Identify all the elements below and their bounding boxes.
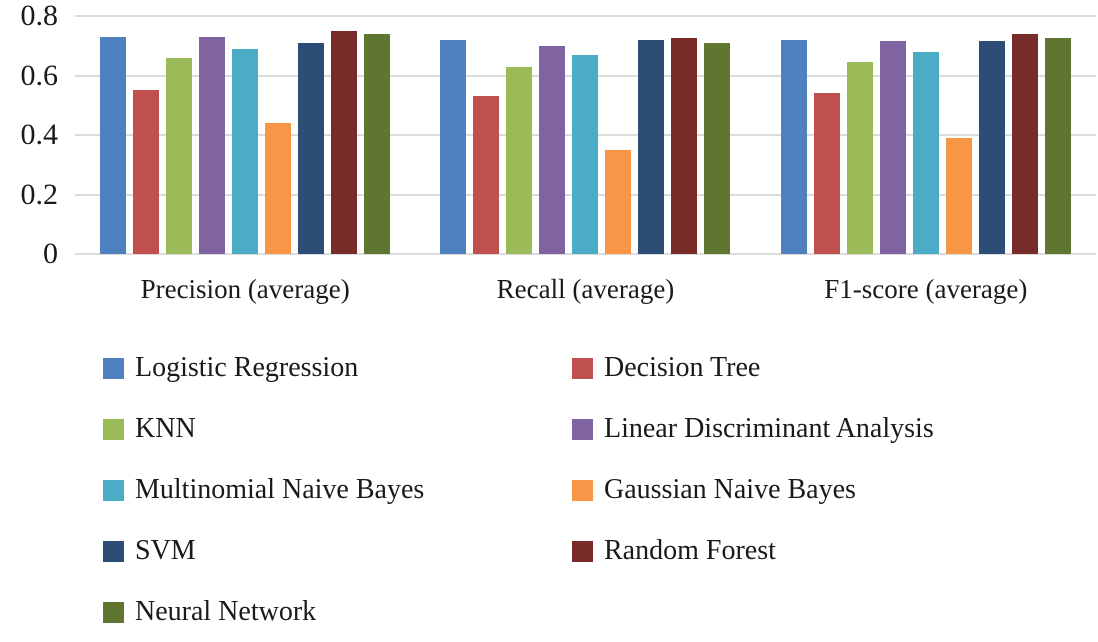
legend-swatch-icon	[572, 358, 593, 379]
legend-item-gaussian-naive-bayes: Gaussian Naive Bayes	[572, 473, 934, 507]
legend-label: Gaussian Naive Bayes	[604, 473, 856, 507]
bar-group-1	[415, 16, 755, 254]
legend-item-knn: KNN	[103, 412, 572, 446]
x-category-label-0: Precision (average)	[75, 266, 415, 312]
legend-label: Decision Tree	[604, 351, 760, 385]
x-category-label-2: F1-score (average)	[756, 266, 1096, 312]
legend-label: Neural Network	[135, 595, 316, 629]
bar-logistic-regression	[781, 40, 807, 254]
bar-svm	[979, 41, 1005, 254]
bar-decision-tree	[814, 93, 840, 254]
bar-decision-tree	[473, 96, 499, 254]
y-tick-label-0: 0	[0, 237, 58, 271]
bar-neural-network	[704, 43, 730, 254]
bar-random-forest	[671, 38, 697, 254]
legend-swatch-icon	[103, 541, 124, 562]
bar-groups	[75, 16, 1096, 254]
bar-svm	[638, 40, 664, 254]
bar-multinomial-naive-bayes	[913, 52, 939, 254]
legend-item-linear-discriminant-analysis: Linear Discriminant Analysis	[572, 412, 934, 446]
legend-item-random-forest: Random Forest	[572, 534, 934, 568]
legend-label: Logistic Regression	[135, 351, 358, 385]
x-category-label-1: Recall (average)	[415, 266, 755, 312]
bar-group-2	[756, 16, 1096, 254]
bar-knn	[166, 58, 192, 254]
bar-gaussian-naive-bayes	[946, 138, 972, 254]
bar-neural-network	[364, 34, 390, 254]
bar-svm	[298, 43, 324, 254]
legend-swatch-icon	[103, 419, 124, 440]
bar-knn	[506, 67, 532, 254]
legend-swatch-icon	[103, 480, 124, 501]
bar-decision-tree	[133, 90, 159, 254]
legend-label: SVM	[135, 534, 196, 568]
bar-multinomial-naive-bayes	[232, 49, 258, 254]
legend-label: Multinomial Naive Bayes	[135, 473, 424, 507]
bar-logistic-regression	[100, 37, 126, 254]
bar-logistic-regression	[440, 40, 466, 254]
bar-multinomial-naive-bayes	[572, 55, 598, 254]
y-tick-label-0.2: 0.2	[0, 178, 58, 212]
plot-area	[75, 16, 1096, 254]
legend-item-svm: SVM	[103, 534, 572, 568]
bar-neural-network	[1045, 38, 1071, 254]
bar-gaussian-naive-bayes	[605, 150, 631, 254]
legend-swatch-icon	[103, 358, 124, 379]
bar-random-forest	[331, 31, 357, 254]
y-axis: 0.8 0.6 0.4 0.2 0	[0, 0, 60, 280]
legend-item-logistic-regression: Logistic Regression	[103, 351, 572, 385]
legend: Logistic Regression Decision Tree KNN Linea…	[103, 337, 934, 642]
legend-swatch-icon	[572, 480, 593, 501]
y-tick-label-0.4: 0.4	[0, 118, 58, 152]
bar-gaussian-naive-bayes	[265, 123, 291, 254]
bar-linear-discriminant-analysis	[880, 41, 906, 254]
y-tick-label-0.8: 0.8	[0, 0, 58, 33]
x-axis-category-labels: Precision (average)Recall (average)F1-sc…	[75, 266, 1096, 312]
legend-label: Linear Discriminant Analysis	[604, 412, 934, 446]
legend-swatch-icon	[103, 602, 124, 623]
bar-linear-discriminant-analysis	[199, 37, 225, 254]
legend-label: Random Forest	[604, 534, 776, 568]
bar-random-forest	[1012, 34, 1038, 254]
y-tick-label-0.6: 0.6	[0, 59, 58, 93]
legend-swatch-icon	[572, 419, 593, 440]
bar-linear-discriminant-analysis	[539, 46, 565, 254]
legend-item-neural-network: Neural Network	[103, 595, 572, 629]
bar-group-0	[75, 16, 415, 254]
bar-knn	[847, 62, 873, 254]
legend-item-decision-tree: Decision Tree	[572, 351, 934, 385]
legend-swatch-icon	[572, 541, 593, 562]
legend-item-multinomial-naive-bayes: Multinomial Naive Bayes	[103, 473, 572, 507]
legend-label: KNN	[135, 412, 196, 446]
